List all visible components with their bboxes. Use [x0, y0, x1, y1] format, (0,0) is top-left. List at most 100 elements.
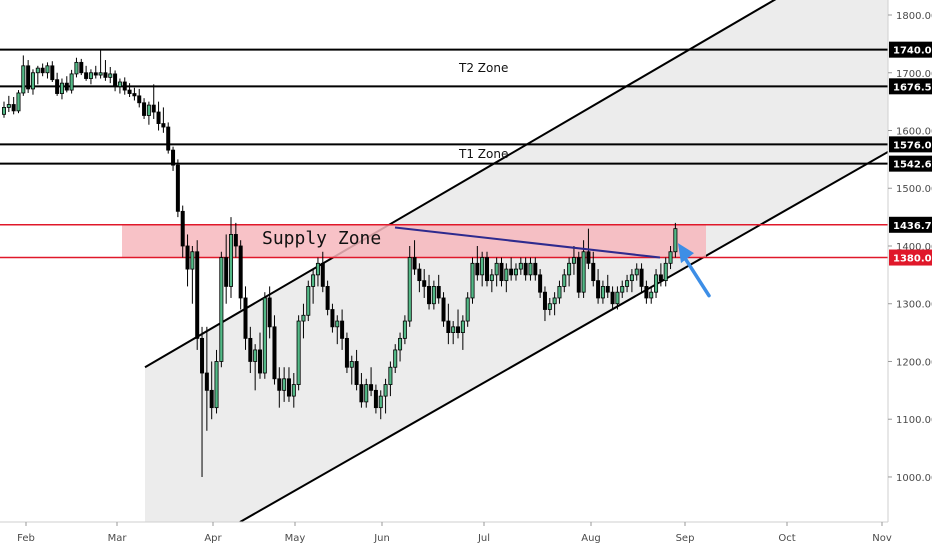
price-tag	[889, 41, 932, 58]
price-tag-label: 1676.50	[893, 82, 932, 93]
candle-down	[422, 280, 427, 287]
candle-up	[335, 320, 340, 328]
price-tag	[889, 136, 932, 153]
candle-up	[494, 262, 499, 276]
candle-down	[26, 65, 31, 90]
candle-up	[190, 251, 195, 270]
candle-up	[306, 286, 311, 316]
candle-down	[122, 81, 127, 91]
candle-down	[11, 104, 16, 112]
candle-up	[668, 251, 673, 264]
candle-up	[600, 286, 605, 299]
candle-down	[369, 384, 374, 391]
candle-up	[654, 274, 659, 293]
price-tag	[889, 216, 932, 233]
candle-down	[523, 262, 528, 276]
trendlines	[394, 226, 711, 298]
candle-down	[200, 337, 205, 374]
candle-down	[93, 72, 98, 76]
candle-down	[224, 257, 229, 287]
candle-down	[417, 268, 422, 282]
candle-down	[243, 297, 248, 339]
candle-down	[427, 286, 432, 305]
x-tick-label: Feb	[17, 533, 35, 544]
y-tick-label: 1100.00	[896, 415, 932, 426]
candle-up	[673, 228, 678, 253]
y-tick-label: 1000.00	[896, 473, 932, 484]
candle-up	[402, 320, 407, 339]
candle-down	[40, 67, 45, 74]
x-tick-label: Aug	[581, 533, 601, 544]
candle-down	[596, 280, 601, 299]
candle-up	[146, 104, 151, 116]
candle-down	[658, 274, 663, 282]
candle-up	[35, 67, 40, 74]
candle-down	[605, 286, 610, 293]
candle-up	[253, 349, 258, 362]
x-tick-label: Mar	[108, 533, 128, 544]
x-tick-label: Jun	[373, 533, 390, 544]
candle-up	[214, 361, 219, 409]
y-tick-label: 1400.00	[896, 242, 932, 253]
candle-down	[267, 297, 272, 328]
candle-down	[484, 257, 489, 282]
x-tick-label: Oct	[778, 533, 795, 544]
candle-down	[195, 251, 200, 339]
candle-down	[204, 372, 209, 391]
candle-up	[378, 395, 383, 409]
candle-up	[615, 291, 620, 305]
candle-down	[84, 72, 89, 79]
candle-up	[282, 378, 287, 391]
candle-up	[620, 286, 625, 293]
candle-down	[156, 111, 161, 124]
candle-down	[610, 291, 615, 305]
candle-up	[349, 361, 354, 368]
candle-up	[364, 384, 369, 403]
arrow-shaft	[681, 253, 711, 298]
candle-down	[446, 320, 451, 334]
candle-down	[137, 95, 142, 104]
candle-down	[373, 389, 378, 409]
candle-up	[571, 257, 576, 264]
candle-up	[547, 303, 552, 310]
price-tag-label: 1542.60	[893, 160, 932, 171]
candle-up	[45, 65, 50, 74]
price-tag-label: 1380.00	[893, 254, 932, 265]
candle-down	[175, 164, 180, 212]
candle-down	[586, 251, 591, 264]
candle-up	[301, 314, 306, 322]
candle-down	[325, 286, 330, 310]
zone-labels: T2 Zone T1 Zone Supply Zone	[262, 61, 508, 249]
candle-up	[311, 274, 316, 287]
candle-down	[330, 309, 335, 328]
candle-down	[64, 82, 69, 91]
candle-up	[291, 384, 296, 397]
candle-down	[209, 389, 214, 409]
candle-down	[499, 262, 504, 282]
y-tick-label: 1600.00	[896, 127, 932, 138]
candle-down	[538, 274, 543, 293]
candle-down	[509, 268, 514, 276]
candle-up	[451, 326, 456, 334]
candle-up	[552, 297, 557, 305]
y-tick-label: 1200.00	[896, 357, 932, 368]
candle-up	[470, 262, 475, 299]
candle-up	[649, 291, 654, 299]
candle-up	[315, 262, 320, 276]
candle-down	[257, 349, 262, 374]
candle-down	[127, 89, 132, 94]
candle-up	[480, 257, 485, 276]
x-tick-label: Sep	[676, 533, 695, 544]
candle-up	[398, 337, 403, 351]
candle-up	[393, 349, 398, 368]
candle-up	[383, 384, 388, 397]
price-tag-label: 1576.00	[893, 140, 932, 151]
price-tag-label: 1740.00	[893, 46, 932, 57]
candle-up	[581, 251, 586, 293]
price-tag-label: 1436.70	[893, 221, 932, 232]
candle-up	[431, 286, 436, 305]
candle-up	[489, 274, 494, 282]
price-tag	[889, 78, 932, 95]
candle-up	[407, 257, 412, 322]
